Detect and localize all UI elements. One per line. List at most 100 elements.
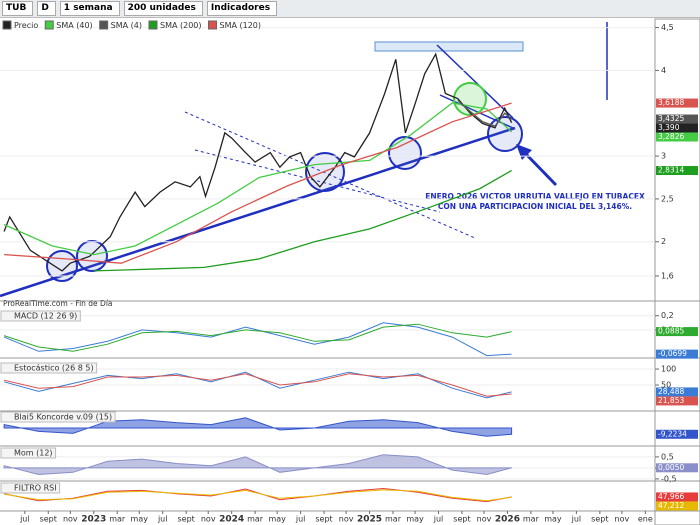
value-label-box [656,349,698,359]
highlight-circle [388,136,422,170]
value-label-box [656,98,698,108]
series-line [4,102,512,264]
x-tick-label: sept [40,515,57,524]
highlight-circle [305,152,345,192]
source: ProRealTime.com - Fin de Día [3,299,113,308]
x-tick-label: ene [638,515,653,524]
series-line [3,102,513,256]
value-label: 3,390 [658,123,680,132]
x-tick-label: may [268,515,286,524]
series-line [3,323,512,352]
panel [0,315,655,357]
panel-title: Blai5 Koncorde v.09 (15) [14,413,112,422]
series-line [93,169,512,272]
value-label-box [656,501,698,511]
x-tick-label: 2024 [219,515,244,525]
zone-box [374,41,524,52]
interval-select[interactable]: 1 semana [59,1,120,16]
series-area [3,454,513,476]
panel-title-box [0,362,98,374]
y-tick-label: 0,5 [661,452,674,461]
value-label: 3,4325 [658,114,684,123]
x-tick-label: mar [109,515,126,524]
annotation: CON UNA PARTICIPACION INICIAL DEL 3,146%… [438,202,632,211]
indicators-button[interactable]: Indicadores [206,1,278,16]
value-label: 47,212 [658,501,684,510]
period-select[interactable]: D [37,1,56,16]
value-label-box [656,123,698,133]
y-tick-label: 2 [661,237,666,246]
value-label: 0,0885 [658,327,684,336]
y-tick-label: 2,5 [661,194,674,203]
annotation: ENERO 2026 VICTOR URRUTIA VALLEJO EN TUB… [425,192,645,201]
value-label-box [656,492,698,502]
series-line [3,52,513,272]
series-line [457,99,513,127]
legend-swatch [208,20,217,30]
panel [0,454,655,480]
x-tick-label: nov [63,515,78,524]
x-tick-label: jul [19,515,30,524]
series-line [3,373,512,397]
x-tick-label: sept [453,515,470,524]
x-tick-label: may [131,515,149,524]
y-tick-label: 4,5 [661,23,674,32]
legend-label: Precio [14,21,38,30]
y-tick-label: 0,2 [661,311,674,320]
x-tick-label: sept [315,515,332,524]
panel [4,487,512,503]
value-label: 0,0050 [658,463,684,472]
highlight-circle [76,240,108,272]
value-label-box [656,463,698,473]
x-tick-label: may [406,515,424,524]
legend-label: SMA (200) [160,21,202,30]
legend-label: SMA (4) [111,21,142,30]
legend-swatch [148,20,158,30]
legend-label: SMA (40) [56,21,92,30]
x-tick-label: jul [157,515,168,524]
x-tick-label: sept [591,515,608,524]
panel-title: Mom (12) [14,449,53,458]
arrow-shaft [522,150,558,187]
x-tick-label: nov [615,515,630,524]
x-tick-label: sept [178,515,195,524]
legend-label: SMA (120) [220,21,262,30]
value-label-box [656,114,698,124]
channel-line [194,149,441,213]
symbol-select[interactable]: TUB [2,1,34,16]
x-tick-label: 2026 [495,515,520,525]
x-tick-label: jul [433,515,444,524]
x-tick-label: mar [523,515,540,524]
units-select[interactable]: 200 unidades [123,1,203,16]
y-tick-label: -0,5 [661,474,677,483]
legend-swatch [44,20,54,30]
y-tick-label: 4 [661,66,666,75]
value-label: -0,0699 [658,349,687,358]
x-tick-label: may [544,515,562,524]
channel-line [184,111,476,239]
legend-swatch [99,20,109,30]
value-label-box [656,429,698,439]
x-tick-label: jul [571,515,582,524]
y-tick-label: 3 [661,152,666,161]
x-tick-label: 2023 [81,515,106,525]
panel-title-box [0,482,61,494]
panel-title-box [0,310,81,322]
value-label: 21,853 [658,396,684,405]
panel [0,27,655,277]
value-label-box [656,387,698,397]
value-label: 47,966 [658,492,684,501]
series-line [4,489,512,502]
value-label: 28,488 [658,387,684,396]
arrow-head [516,144,532,160]
x-tick-label: nov [477,515,492,524]
wedge-line [436,44,514,119]
value-label: -9,2234 [658,429,687,438]
panel [0,368,655,399]
value-label: 3,6188 [658,98,684,107]
value-label-box [656,327,698,337]
toolbar: TUB D 1 semana 200 unidades Indicadores [0,0,700,18]
y-tick-label: 50 [661,381,671,390]
x-tick-label: mar [385,515,402,524]
